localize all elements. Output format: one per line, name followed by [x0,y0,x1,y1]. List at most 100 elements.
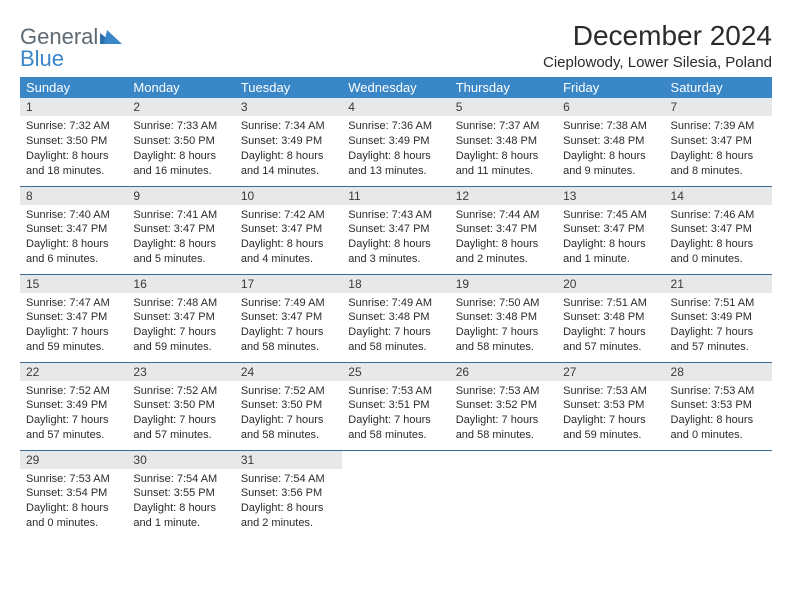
day-number: 23 [127,363,234,381]
day-info: Sunrise: 7:49 AMSunset: 3:48 PMDaylight:… [342,293,449,359]
day-info: Sunrise: 7:50 AMSunset: 3:48 PMDaylight:… [450,293,557,359]
calendar-cell: 4Sunrise: 7:36 AMSunset: 3:49 PMDaylight… [342,98,449,186]
col-saturday: Saturday [665,77,772,98]
day-number: 22 [20,363,127,381]
day-number: 6 [557,98,664,116]
day-number: 11 [342,187,449,205]
calendar-row: 22Sunrise: 7:52 AMSunset: 3:49 PMDayligh… [20,362,772,450]
day-info: Sunrise: 7:40 AMSunset: 3:47 PMDaylight:… [20,205,127,271]
day-info: Sunrise: 7:45 AMSunset: 3:47 PMDaylight:… [557,205,664,271]
day-info: Sunrise: 7:54 AMSunset: 3:55 PMDaylight:… [127,469,234,535]
calendar-cell: 1Sunrise: 7:32 AMSunset: 3:50 PMDaylight… [20,98,127,186]
day-number: 1 [20,98,127,116]
day-info: Sunrise: 7:34 AMSunset: 3:49 PMDaylight:… [235,116,342,182]
day-number: 14 [665,187,772,205]
calendar-row: 1Sunrise: 7:32 AMSunset: 3:50 PMDaylight… [20,98,772,186]
calendar-cell: 25Sunrise: 7:53 AMSunset: 3:51 PMDayligh… [342,362,449,450]
day-number: 26 [450,363,557,381]
day-info: Sunrise: 7:54 AMSunset: 3:56 PMDaylight:… [235,469,342,535]
calendar-cell: 18Sunrise: 7:49 AMSunset: 3:48 PMDayligh… [342,274,449,362]
day-info: Sunrise: 7:51 AMSunset: 3:49 PMDaylight:… [665,293,772,359]
day-number: 27 [557,363,664,381]
day-info: Sunrise: 7:39 AMSunset: 3:47 PMDaylight:… [665,116,772,182]
calendar-cell: 26Sunrise: 7:53 AMSunset: 3:52 PMDayligh… [450,362,557,450]
day-info: Sunrise: 7:44 AMSunset: 3:47 PMDaylight:… [450,205,557,271]
calendar-cell: 11Sunrise: 7:43 AMSunset: 3:47 PMDayligh… [342,186,449,274]
day-info: Sunrise: 7:46 AMSunset: 3:47 PMDaylight:… [665,205,772,271]
day-number: 5 [450,98,557,116]
calendar-cell: 16Sunrise: 7:48 AMSunset: 3:47 PMDayligh… [127,274,234,362]
location-text: Cieplowody, Lower Silesia, Poland [543,54,772,71]
calendar-cell: 2Sunrise: 7:33 AMSunset: 3:50 PMDaylight… [127,98,234,186]
calendar-cell: 12Sunrise: 7:44 AMSunset: 3:47 PMDayligh… [450,186,557,274]
calendar-row: 29Sunrise: 7:53 AMSunset: 3:54 PMDayligh… [20,450,772,538]
calendar-cell: 15Sunrise: 7:47 AMSunset: 3:47 PMDayligh… [20,274,127,362]
day-number: 29 [20,451,127,469]
day-number: 2 [127,98,234,116]
col-thursday: Thursday [450,77,557,98]
calendar-cell: 31Sunrise: 7:54 AMSunset: 3:56 PMDayligh… [235,450,342,538]
calendar-cell: 13Sunrise: 7:45 AMSunset: 3:47 PMDayligh… [557,186,664,274]
day-info: Sunrise: 7:53 AMSunset: 3:52 PMDaylight:… [450,381,557,447]
calendar-cell: 8Sunrise: 7:40 AMSunset: 3:47 PMDaylight… [20,186,127,274]
calendar-cell: 21Sunrise: 7:51 AMSunset: 3:49 PMDayligh… [665,274,772,362]
calendar-cell: 30Sunrise: 7:54 AMSunset: 3:55 PMDayligh… [127,450,234,538]
day-info: Sunrise: 7:52 AMSunset: 3:50 PMDaylight:… [235,381,342,447]
day-info: Sunrise: 7:52 AMSunset: 3:49 PMDaylight:… [20,381,127,447]
calendar-cell: 14Sunrise: 7:46 AMSunset: 3:47 PMDayligh… [665,186,772,274]
day-number: 3 [235,98,342,116]
day-number: 19 [450,275,557,293]
calendar-cell: 29Sunrise: 7:53 AMSunset: 3:54 PMDayligh… [20,450,127,538]
calendar-table: Sunday Monday Tuesday Wednesday Thursday… [20,77,772,538]
col-wednesday: Wednesday [342,77,449,98]
day-info: Sunrise: 7:53 AMSunset: 3:51 PMDaylight:… [342,381,449,447]
col-friday: Friday [557,77,664,98]
day-info: Sunrise: 7:53 AMSunset: 3:53 PMDaylight:… [665,381,772,447]
day-info: Sunrise: 7:32 AMSunset: 3:50 PMDaylight:… [20,116,127,182]
day-number: 10 [235,187,342,205]
day-info: Sunrise: 7:41 AMSunset: 3:47 PMDaylight:… [127,205,234,271]
day-info: Sunrise: 7:42 AMSunset: 3:47 PMDaylight:… [235,205,342,271]
title-block: December 2024 Cieplowody, Lower Silesia,… [543,20,772,71]
day-number: 7 [665,98,772,116]
logo: General Blue [20,26,122,70]
day-number: 12 [450,187,557,205]
day-number: 4 [342,98,449,116]
day-number: 16 [127,275,234,293]
calendar-cell: 28Sunrise: 7:53 AMSunset: 3:53 PMDayligh… [665,362,772,450]
calendar-cell [450,450,557,538]
day-number: 24 [235,363,342,381]
calendar-cell: 9Sunrise: 7:41 AMSunset: 3:47 PMDaylight… [127,186,234,274]
calendar-cell: 3Sunrise: 7:34 AMSunset: 3:49 PMDaylight… [235,98,342,186]
calendar-cell: 22Sunrise: 7:52 AMSunset: 3:49 PMDayligh… [20,362,127,450]
day-info: Sunrise: 7:36 AMSunset: 3:49 PMDaylight:… [342,116,449,182]
day-info: Sunrise: 7:37 AMSunset: 3:48 PMDaylight:… [450,116,557,182]
calendar-cell: 27Sunrise: 7:53 AMSunset: 3:53 PMDayligh… [557,362,664,450]
calendar-cell [557,450,664,538]
day-number: 18 [342,275,449,293]
day-info: Sunrise: 7:53 AMSunset: 3:53 PMDaylight:… [557,381,664,447]
day-info: Sunrise: 7:38 AMSunset: 3:48 PMDaylight:… [557,116,664,182]
logo-word-2: Blue [20,48,122,70]
day-info: Sunrise: 7:49 AMSunset: 3:47 PMDaylight:… [235,293,342,359]
day-number: 25 [342,363,449,381]
day-info: Sunrise: 7:51 AMSunset: 3:48 PMDaylight:… [557,293,664,359]
calendar-cell: 23Sunrise: 7:52 AMSunset: 3:50 PMDayligh… [127,362,234,450]
calendar-cell: 7Sunrise: 7:39 AMSunset: 3:47 PMDaylight… [665,98,772,186]
day-number: 20 [557,275,664,293]
day-number: 30 [127,451,234,469]
logo-word-1: General [20,26,98,48]
col-tuesday: Tuesday [235,77,342,98]
day-info: Sunrise: 7:53 AMSunset: 3:54 PMDaylight:… [20,469,127,535]
calendar-row: 15Sunrise: 7:47 AMSunset: 3:47 PMDayligh… [20,274,772,362]
logo-mark-icon [100,26,122,48]
calendar-cell: 24Sunrise: 7:52 AMSunset: 3:50 PMDayligh… [235,362,342,450]
day-header-row: Sunday Monday Tuesday Wednesday Thursday… [20,77,772,98]
day-number: 13 [557,187,664,205]
day-info: Sunrise: 7:43 AMSunset: 3:47 PMDaylight:… [342,205,449,271]
day-number: 17 [235,275,342,293]
calendar-cell: 20Sunrise: 7:51 AMSunset: 3:48 PMDayligh… [557,274,664,362]
calendar-cell: 19Sunrise: 7:50 AMSunset: 3:48 PMDayligh… [450,274,557,362]
day-number: 31 [235,451,342,469]
calendar-row: 8Sunrise: 7:40 AMSunset: 3:47 PMDaylight… [20,186,772,274]
